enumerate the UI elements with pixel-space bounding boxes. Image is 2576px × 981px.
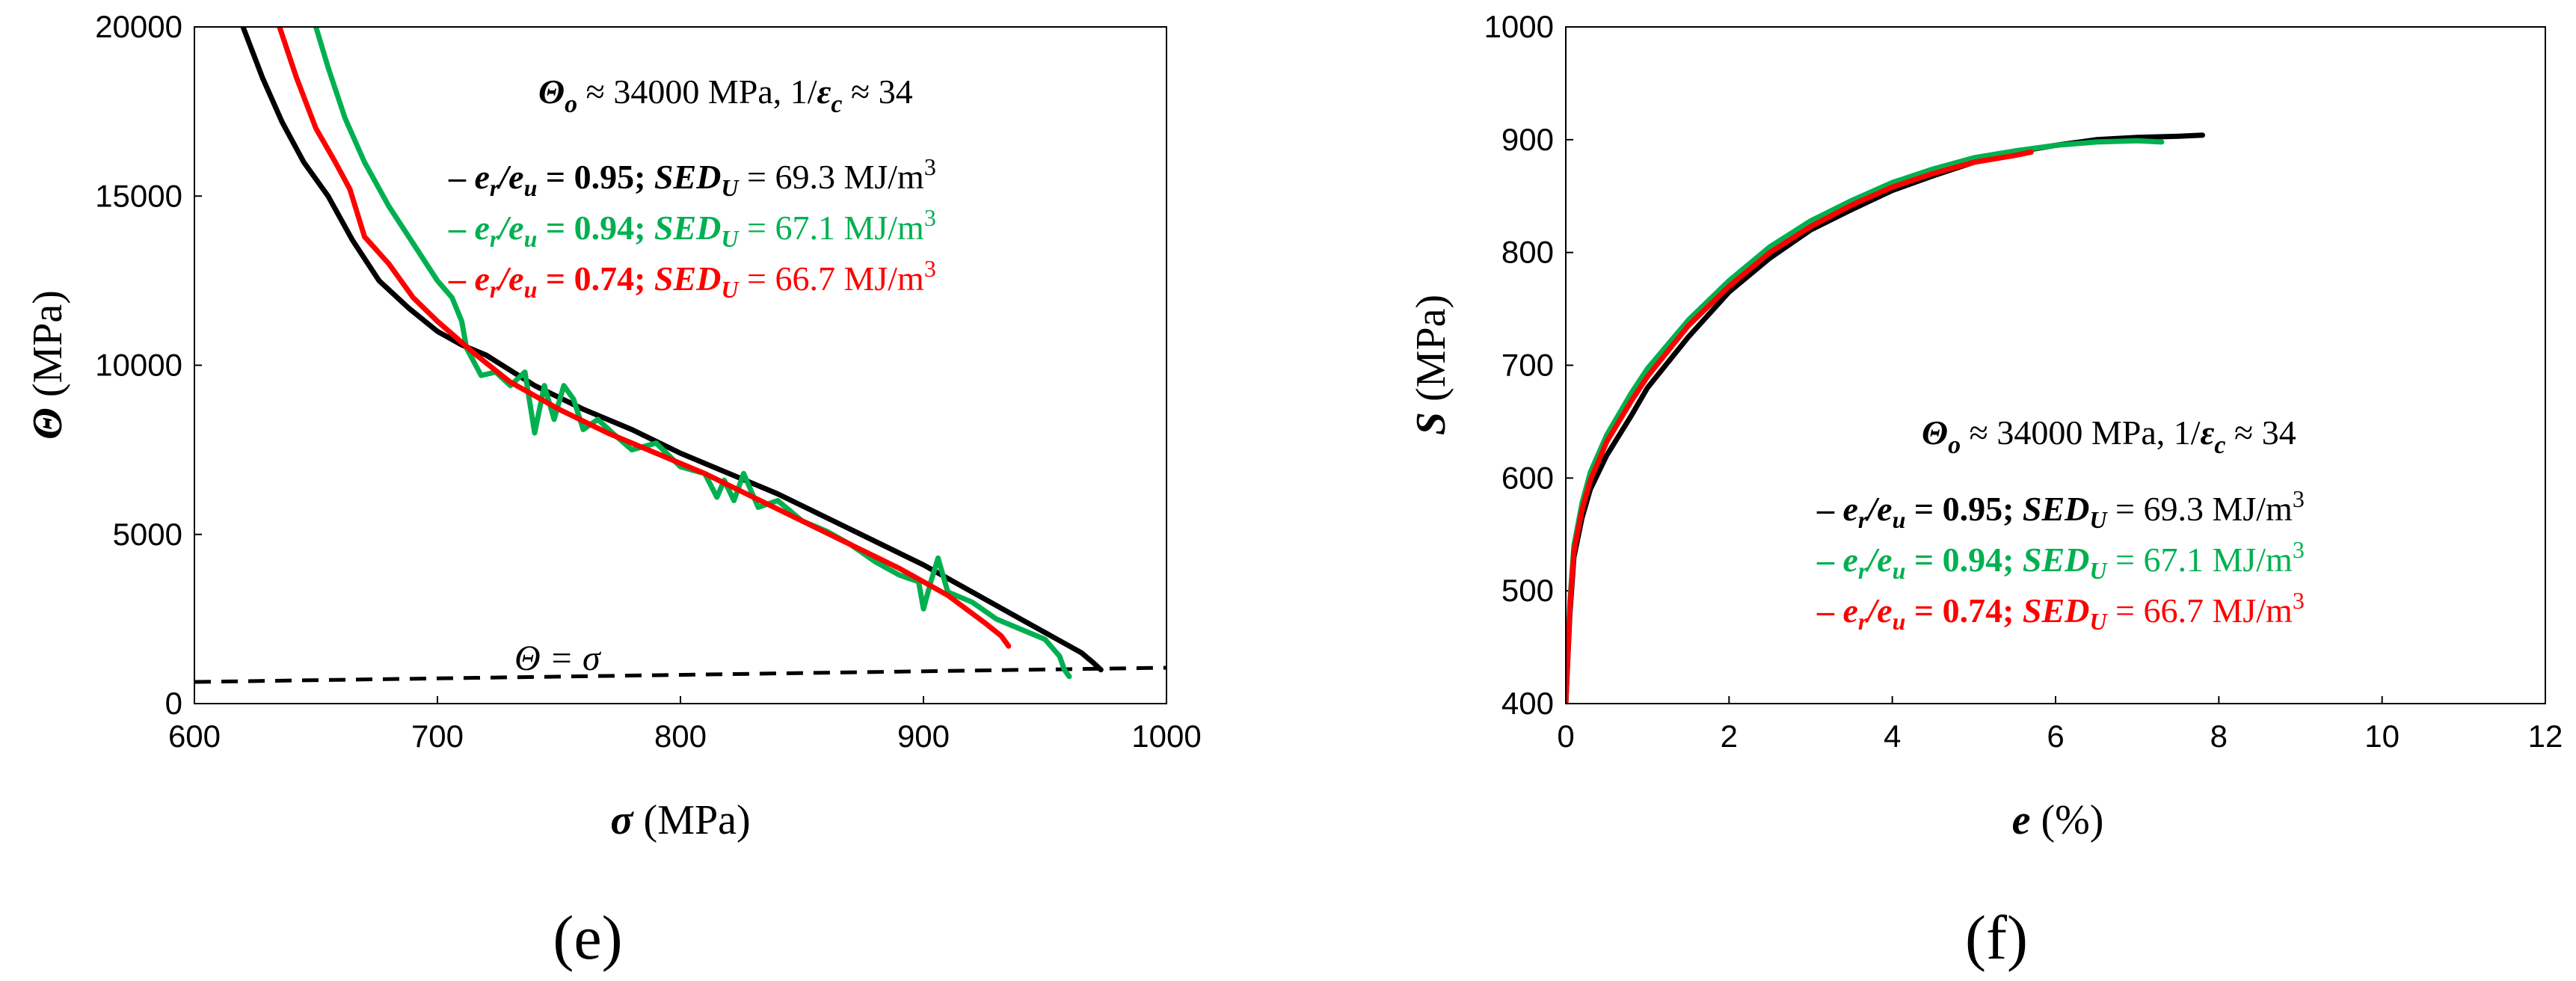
chart-e-x-tick-label-1: 700 (411, 719, 464, 754)
chart-e-x-tick-label-2: 800 (654, 719, 707, 754)
chart-f-legend-sed-0: 69.3 (2143, 490, 2204, 528)
chart-e-legend-ratio-2: 0.74 (574, 259, 635, 298)
chart-f-legend-ratio-0: 0.95 (1943, 490, 2003, 528)
chart-f-x-tick-label-2: 4 (1884, 719, 1901, 754)
chart-e-legend: – er/eu = 0.95; SEDU = 69.3 MJ/m3 – er/e… (448, 153, 936, 303)
chart-f-series-line-2 (1566, 149, 2034, 704)
chart-f-y-tick-label-6: 1000 (1484, 9, 1554, 44)
chart-f-legend: – er/eu = 0.95; SEDU = 69.3 MJ/m3 – er/e… (1816, 485, 2305, 635)
chart-f-y-tick-label-0: 400 (1501, 686, 1554, 721)
chart-f-panel-label: (f) (1965, 903, 2028, 973)
chart-e-plot-frame (194, 26, 1167, 704)
chart-f-y-axis-unit: (MPa) (1408, 295, 1454, 412)
chart-f-header-theta-sub: o (1948, 431, 1961, 459)
chart-e-x-tick-label-0: 600 (168, 719, 221, 754)
chart-f-header: Θo ≈ 34000 MPa, 1/εc ≈ 34 (1922, 413, 2296, 459)
chart-e-y-tick-label-1: 5000 (113, 517, 182, 552)
chart-e-header-eps-sub: c (831, 90, 842, 118)
chart-e-legend-sed-0: 69.3 (775, 158, 835, 196)
chart-f-legend-entry-0: – er/eu = 0.95; SEDU = 69.3 MJ/m3 (1816, 485, 2305, 533)
chart-e-series-line-1 (313, 27, 1072, 680)
chart-f-x-tick-label-1: 2 (1721, 719, 1738, 754)
chart-f-y-axis-label: S (MPa) (1408, 295, 1454, 435)
chart-f-y-tick-label-4: 800 (1501, 235, 1554, 270)
chart-e-legend-entry-1: – er/eu = 0.94; SEDU = 67.1 MJ/m3 (448, 204, 936, 252)
chart-e-legend-sed-2: 66.7 (775, 259, 835, 298)
chart-e-series-line-0 (240, 27, 1104, 673)
chart-f-x-axis-symbol: e (2012, 797, 2031, 843)
chart-e-x-tick-label-3: 900 (897, 719, 950, 754)
chart-f-y-tick-label-5: 900 (1501, 122, 1554, 157)
chart-e-header-eps: ε (817, 73, 831, 111)
chart-e-y-axis-label: Θ (MPa) (25, 290, 71, 440)
chart-f-header-eps: ε (2201, 413, 2215, 452)
chart-f-y-axis-symbol: S (1408, 412, 1454, 435)
chart-f-legend-sed-2: 66.7 (2143, 591, 2204, 630)
chart-f-x-tick-label-3: 6 (2047, 719, 2064, 754)
chart-f-y-tick-label-3: 700 (1501, 348, 1554, 383)
chart-e-y-axis-symbol: Θ (25, 408, 71, 440)
chart-f-legend-entry-1: – er/eu = 0.94; SEDU = 67.1 MJ/m3 (1816, 536, 2305, 584)
chart-f-x-tick-label-4: 8 (2210, 719, 2228, 754)
chart-f-legend-ratio-2: 0.74 (1943, 591, 2003, 630)
chart-e-series-line-2 (277, 27, 1012, 649)
chart-f-x-tick-label-0: 0 (1557, 719, 1574, 754)
chart-e-reference-line (194, 665, 1166, 684)
chart-f-header-theta-value: ≈ 34000 MPa, 1/ (1961, 413, 2201, 452)
chart-e-y-tick-label-3: 15000 (95, 178, 182, 213)
chart-e-y-tick-label-2: 10000 (95, 348, 182, 383)
chart-e-header-eps-value: ≈ 34 (843, 73, 913, 111)
chart-e-legend-sed-1: 67.1 (775, 209, 835, 247)
chart-e-x-axis-label: σ (MPa) (610, 797, 750, 843)
chart-e-header-theta-sub: o (565, 90, 577, 118)
chart-e-panel-label: (e) (553, 903, 622, 973)
chart-e-y-axis-unit: (MPa) (25, 290, 71, 408)
chart-f-legend-ratio-1: 0.94 (1943, 541, 2003, 579)
chart-f-x-tick-label-5: 10 (2364, 719, 2400, 754)
chart-e-reference-label: Θ = σ (514, 639, 602, 678)
chart-e-header-theta: Θ (538, 73, 565, 111)
chart-e-legend-ratio-1: 0.94 (574, 209, 635, 247)
chart-e-x-axis-symbol: σ (610, 797, 634, 843)
chart-f-plot-frame (1565, 26, 2546, 704)
chart-e-y-tick-label-4: 20000 (95, 9, 182, 44)
chart-e-legend-entry-0: – er/eu = 0.95; SEDU = 69.3 MJ/m3 (448, 153, 936, 201)
chart-e-x-tick-label-4: 1000 (1131, 719, 1201, 754)
chart-e-y-tick-label-0: 0 (165, 686, 182, 721)
chart-f-x-axis-label: e (%) (2012, 797, 2104, 843)
chart-f-header-eps-sub: c (2214, 431, 2225, 459)
chart-e-legend-ratio-0: 0.95 (574, 158, 635, 196)
chart-e-legend-entry-2: – er/eu = 0.74; SEDU = 66.7 MJ/m3 (448, 255, 936, 303)
chart-f-x-axis-unit: (%) (2030, 797, 2103, 843)
chart-f-legend-sed-1: 67.1 (2143, 541, 2204, 579)
chart-e-header: Θo ≈ 34000 MPa, 1/εc ≈ 34 (538, 73, 913, 118)
chart-f-legend-entry-2: – er/eu = 0.74; SEDU = 66.7 MJ/m3 (1816, 587, 2305, 635)
chart-f-header-theta: Θ (1922, 413, 1948, 452)
chart-f-x-tick-label-6: 12 (2528, 719, 2563, 754)
chart-f-y-tick-label-2: 600 (1501, 460, 1554, 495)
chart-f-header-eps-value: ≈ 34 (2226, 413, 2296, 452)
chart-e-x-axis-unit: (MPa) (633, 797, 751, 843)
chart-e-header-theta-value: ≈ 34000 MPa, 1/ (577, 73, 817, 111)
chart-f-y-tick-label-1: 500 (1501, 573, 1554, 608)
